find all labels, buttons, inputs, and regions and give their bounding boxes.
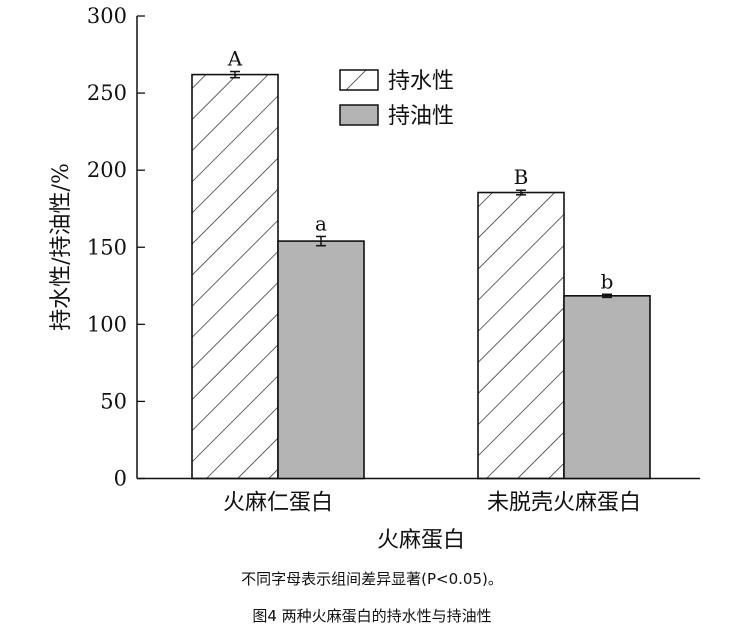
bar — [277, 240, 365, 480]
bar-chart: 0 50 100 150 200 250 300 火麻仁蛋白 Aa 未脱壳火麻蛋白 Bb 持水性持油性… — [49, 4, 700, 553]
y-axis-label: 持水性/持油性/% — [49, 163, 74, 331]
significance-letter: B — [514, 165, 529, 189]
y-tick-label: 250 — [87, 81, 127, 105]
y-tick-label: 0 — [114, 467, 127, 491]
y-tick-label: 50 — [100, 389, 127, 413]
significance-letter: a — [315, 211, 327, 235]
y-tick-label: 150 — [87, 235, 127, 259]
x-tick-label: 未脱壳火麻蛋白 — [487, 491, 641, 516]
bar — [477, 191, 565, 480]
legend-label: 持水性 — [388, 69, 454, 94]
y-tick-label: 100 — [87, 312, 127, 336]
figure-caption: 图4 两种火麻蛋白的持水性与持油性 — [252, 607, 492, 625]
x-axis-label: 火麻蛋白 — [377, 528, 465, 553]
y-tick-label: 300 — [87, 4, 127, 28]
legend-swatch — [339, 104, 379, 126]
significance-letter: A — [227, 47, 243, 71]
bar — [563, 295, 651, 480]
x-tick-label: 火麻仁蛋白 — [223, 491, 333, 516]
legend-swatch — [339, 69, 379, 91]
legend-label: 持油性 — [388, 104, 454, 129]
significance-letter: b — [601, 269, 614, 293]
chart-note: 不同字母表示组间差异显著(P<0.05)。 — [241, 570, 503, 588]
y-tick-label: 200 — [87, 158, 127, 182]
bar — [191, 73, 279, 480]
